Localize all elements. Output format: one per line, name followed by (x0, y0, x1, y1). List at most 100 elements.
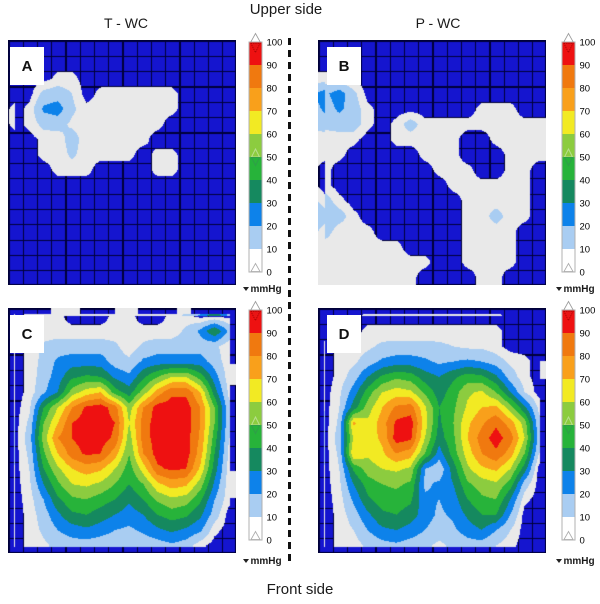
colorbar-segment (249, 402, 262, 425)
colorbar-tick-label: 70 (580, 106, 591, 117)
panel-c-heatmap (8, 308, 236, 553)
colorbar-mid-marker-down-icon (250, 425, 261, 435)
colorbar-min-marker-icon (250, 262, 261, 272)
colorbar-tick-label: 50 (267, 152, 278, 163)
colorbar-tick-label: 70 (580, 374, 591, 385)
colorbar-current-max-icon (250, 43, 261, 54)
colorbar-segment (249, 356, 262, 379)
colorbar-tick-label: 0 (580, 267, 585, 278)
colorbar-tick-label: 80 (580, 351, 591, 362)
colorbar-segment (249, 333, 262, 356)
colorbar-segment (562, 402, 575, 425)
colorbar-segment (249, 494, 262, 517)
colorbar-tick-label: 40 (267, 443, 278, 454)
colorbar-segment (562, 134, 575, 157)
colorbar-panel-a: 100 90 80 70 60 50 40 30 20 10 0 (247, 32, 293, 284)
colorbar-current-max-icon (563, 311, 574, 322)
colorbar-max-marker-icon (250, 300, 261, 311)
colorbar-segment (562, 111, 575, 134)
colorbar-segment (249, 180, 262, 203)
colorbar-unit-label: mmHg (556, 556, 595, 567)
colorbar-tick-label: 80 (580, 83, 591, 94)
colorbar-tick-label: 90 (580, 328, 591, 339)
panel-b-label: B (327, 47, 361, 85)
colorbar-tick-label: 10 (580, 512, 591, 523)
colorbar-tick-label: 50 (267, 420, 278, 431)
column-title-p-wc: P - WC (415, 15, 461, 31)
panel-c-label: C (10, 315, 44, 353)
colorbar-tick-label: 60 (267, 129, 278, 140)
down-triangle-icon (556, 287, 562, 292)
colorbar-tick-label: 50 (580, 420, 591, 431)
colorbar-mid-marker-down-icon (563, 157, 574, 167)
colorbar-tick-label: 80 (267, 83, 278, 94)
colorbar-tick-label: 30 (267, 198, 278, 209)
colorbar-tick-label: 0 (267, 267, 272, 278)
colorbar-segment (562, 356, 575, 379)
colorbar-current-max-icon (250, 311, 261, 322)
colorbar-tick-label: 100 (580, 305, 596, 316)
colorbar-tick-label: 40 (267, 175, 278, 186)
colorbar-segment (249, 226, 262, 249)
colorbar-segment (562, 494, 575, 517)
column-title-t-wc: T - WC (103, 15, 149, 31)
colorbar-tick-label: 50 (580, 152, 591, 163)
colorbar-tick-label: 40 (580, 443, 591, 454)
colorbar-tick-label: 10 (580, 244, 591, 255)
down-triangle-icon (243, 287, 249, 292)
colorbar-unit-label: mmHg (243, 284, 282, 295)
figure-title-bottom: Front side (266, 581, 334, 598)
colorbar-max-marker-icon (250, 32, 261, 43)
figure-title-top: Upper side (249, 1, 323, 18)
down-triangle-icon (243, 559, 249, 564)
colorbar-tick-label: 70 (267, 374, 278, 385)
unit-text: mmHg (563, 556, 595, 567)
panel-a-label: A (10, 47, 44, 85)
down-triangle-icon (556, 559, 562, 564)
colorbar-segment (249, 157, 262, 180)
unit-text: mmHg (563, 284, 595, 295)
colorbar-tick-label: 60 (267, 397, 278, 408)
colorbar-tick-label: 0 (267, 535, 272, 546)
colorbar-tick-label: 20 (267, 221, 278, 232)
panel-a-heatmap (8, 40, 236, 285)
colorbar-segment (249, 379, 262, 402)
colorbar-panel-d: 100 90 80 70 60 50 40 30 20 10 0 (560, 300, 600, 552)
colorbar-max-marker-icon (563, 32, 574, 43)
colorbar-tick-label: 20 (580, 221, 591, 232)
colorbar-segment (562, 88, 575, 111)
colorbar-tick-label: 100 (580, 37, 596, 48)
colorbar-tick-label: 60 (580, 397, 591, 408)
colorbar-tick-label: 60 (580, 129, 591, 140)
colorbar-tick-label: 100 (267, 305, 283, 316)
colorbar-segment (562, 226, 575, 249)
colorbar-segment (562, 448, 575, 471)
colorbar-max-marker-icon (563, 300, 574, 311)
colorbar-panel-c: 100 90 80 70 60 50 40 30 20 10 0 (247, 300, 293, 552)
unit-text: mmHg (250, 284, 282, 295)
colorbar-segment (249, 310, 262, 333)
colorbar-unit-label: mmHg (243, 556, 282, 567)
colorbar-tick-label: 30 (580, 198, 591, 209)
colorbar-tick-label: 90 (267, 328, 278, 339)
colorbar-segment (249, 249, 262, 272)
colorbar-tick-label: 80 (267, 351, 278, 362)
colorbar-tick-label: 90 (267, 60, 278, 71)
colorbar-tick-label: 70 (267, 106, 278, 117)
colorbar-tick-label: 40 (580, 175, 591, 186)
colorbar-tick-label: 100 (267, 37, 283, 48)
colorbar-current-max-icon (563, 43, 574, 54)
colorbar-tick-label: 20 (267, 489, 278, 500)
colorbar-segment (249, 134, 262, 157)
colorbar-segment (562, 425, 575, 448)
colorbar-mid-marker-down-icon (250, 157, 261, 167)
colorbar-segment (562, 310, 575, 333)
colorbar-tick-label: 30 (267, 466, 278, 477)
colorbar-tick-label: 20 (580, 489, 591, 500)
colorbar-segment (562, 333, 575, 356)
colorbar-tick-label: 30 (580, 466, 591, 477)
colorbar-segment (249, 448, 262, 471)
